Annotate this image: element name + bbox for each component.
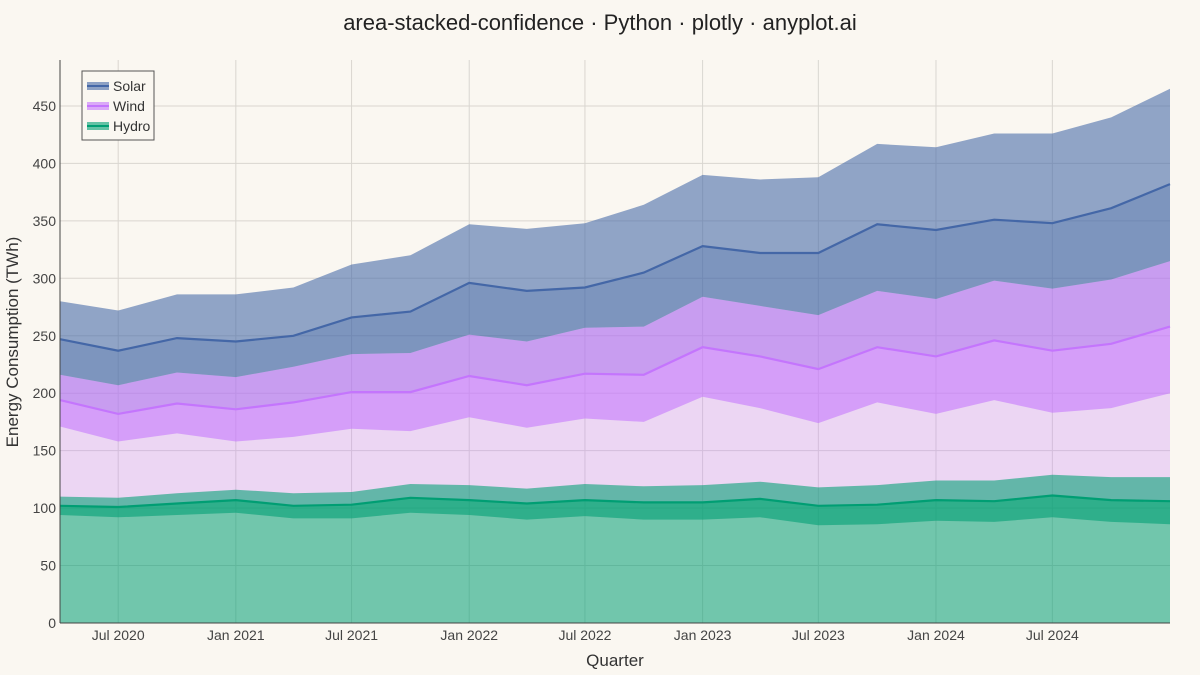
x-tick-label: Jan 2021: [207, 627, 265, 643]
y-axis-title: Energy Consumption (TWh): [3, 237, 22, 448]
y-tick-label: 350: [33, 213, 57, 229]
y-tick-label: 100: [33, 500, 57, 516]
legend-label-hydro: Hydro: [113, 118, 151, 134]
x-tick-label: Jul 2020: [92, 627, 145, 643]
legend-label-wind: Wind: [113, 98, 145, 114]
y-tick-label: 250: [33, 328, 57, 344]
y-tick-label: 50: [40, 558, 56, 574]
y-tick-label: 0: [48, 615, 56, 631]
area-layer: [59, 88, 1171, 623]
legend: Solar Wind Hydro: [81, 70, 155, 141]
wind-confidence-band: [60, 261, 1170, 442]
x-tick-label: Jan 2023: [674, 627, 732, 643]
x-tick-label: Jan 2022: [440, 627, 498, 643]
chart-title: area-stacked-confidence · Python · plotl…: [343, 10, 857, 35]
y-tick-label: 300: [33, 270, 57, 286]
y-tick-label: 450: [33, 98, 57, 114]
wind-line: [59, 325, 1171, 416]
x-tick-label: Jul 2021: [325, 627, 378, 643]
x-tick-label: Jul 2024: [1026, 627, 1079, 643]
x-tick-label: Jan 2024: [907, 627, 965, 643]
hydro-area: [60, 495, 1170, 623]
hydro-line: [59, 494, 1171, 509]
axis-layer: 0 50 100 150 200 250 300 350 400 450 Jul 2020 Jan 2…: [33, 60, 1170, 643]
hydro-confidence-band: [60, 474, 1170, 526]
solar-confidence-band: [60, 88, 1170, 386]
x-tick-label: Jul 2022: [558, 627, 611, 643]
y-tick-label: 150: [33, 443, 57, 459]
y-tick-label: 200: [33, 385, 57, 401]
legend-label-solar: Solar: [113, 78, 146, 94]
x-axis-title: Quarter: [586, 651, 644, 670]
y-tick-label: 400: [33, 155, 57, 171]
x-tick-label: Jul 2023: [792, 627, 845, 643]
solar-line: [59, 183, 1171, 352]
